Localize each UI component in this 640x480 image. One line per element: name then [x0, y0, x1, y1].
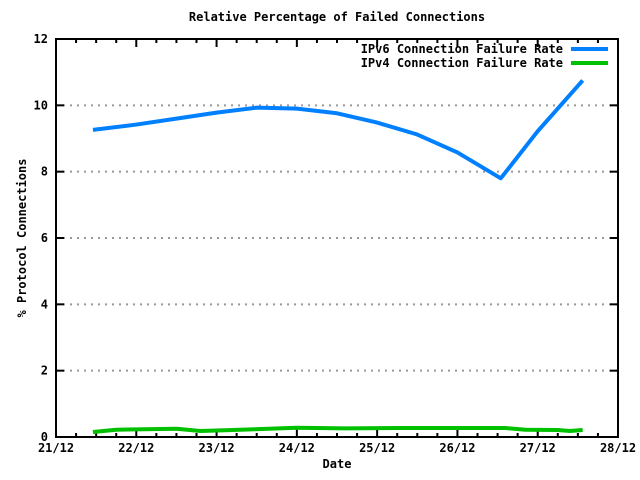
legend-item-ipv4: IPv4 Connection Failure Rate — [361, 56, 608, 70]
axis-ticks — [55, 38, 619, 438]
x-tick-label: 21/12 — [38, 441, 74, 455]
y-tick-label: 0 — [41, 430, 48, 444]
x-axis-label: Date — [322, 457, 352, 471]
legend-label: IPv6 Connection Failure Rate — [361, 42, 563, 56]
x-tick-label: 25/12 — [359, 441, 395, 455]
series-line-ipv6 — [92, 79, 585, 181]
legend-label: IPv4 Connection Failure Rate — [361, 56, 563, 70]
y-tick-labels: 0 2 4 6 8 10 12 — [34, 32, 48, 444]
legend-item-ipv6: IPv6 Connection Failure Rate — [361, 42, 608, 56]
x-tick-label: 24/12 — [279, 441, 315, 455]
y-tick-label: 6 — [41, 231, 48, 245]
x-tick-label: 26/12 — [439, 441, 475, 455]
y-tick-label: 8 — [41, 165, 48, 179]
chart-title: Relative Percentage of Failed Connection… — [188, 10, 486, 24]
y-axis-label: % Protocol Connections — [15, 158, 29, 318]
x-tick-label: 23/12 — [199, 441, 235, 455]
gridlines — [56, 104, 618, 372]
y-tick-label: 2 — [41, 364, 48, 378]
y-tick-label: 4 — [41, 297, 48, 311]
x-tick-label: 28/12 — [600, 441, 636, 455]
x-tick-label: 22/12 — [118, 441, 154, 455]
x-tick-labels: 21/12 22/12 23/12 24/12 25/12 26/12 27/12 28/12 — [38, 441, 636, 455]
series-line-ipv4 — [92, 425, 583, 435]
y-tick-label: 12 — [34, 32, 48, 46]
x-tick-label: 27/12 — [520, 441, 556, 455]
y-tick-label: 10 — [34, 98, 48, 112]
